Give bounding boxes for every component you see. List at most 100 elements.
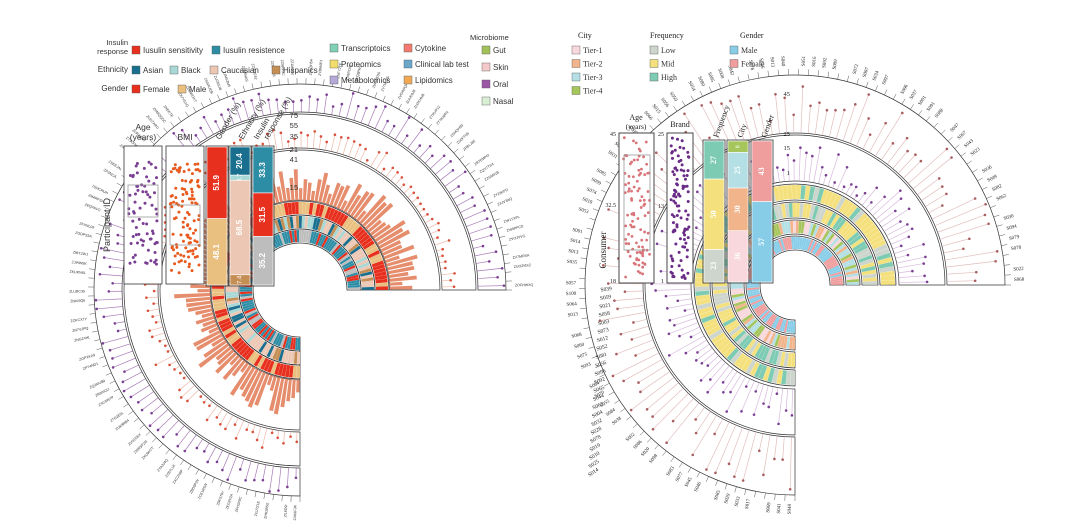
lollipop-stem [652, 387, 684, 417]
ring-cell [355, 256, 368, 265]
lollipop-point [400, 176, 404, 179]
lollipop-stem [750, 108, 759, 138]
bmi-point [188, 236, 192, 240]
lollipop-stem [894, 244, 924, 254]
chart-right-consumer-study: S048S041S069S017S033S029S085S046S045S077… [566, 55, 1025, 514]
lollipop-point [689, 335, 693, 339]
lollipop-point [199, 126, 202, 130]
brand-point [683, 177, 687, 181]
lollipop-point [108, 348, 112, 352]
age-point [149, 259, 153, 263]
ring-cell [356, 259, 369, 267]
lollipop-point [660, 168, 664, 171]
consumer-id-label: S059 [600, 294, 612, 302]
id-tick [94, 339, 101, 342]
lollipop-point [673, 323, 676, 327]
ring-cell [292, 216, 297, 229]
lollipop-stem [284, 101, 287, 113]
lollipop-point [775, 392, 779, 396]
bar-mark [389, 285, 413, 290]
ring-cell [222, 326, 235, 336]
ring-cell [699, 310, 715, 319]
lollipop-point [900, 111, 904, 115]
ring-cell [330, 209, 339, 222]
tick-label-15: 15 [784, 145, 791, 152]
ring-cell [788, 237, 793, 250]
brand-point [680, 163, 684, 167]
lollipop-stem [624, 290, 644, 293]
lollipop-point [906, 149, 909, 153]
ring-cell [241, 299, 254, 305]
ring-cell [738, 309, 751, 318]
lollipop-stem [669, 312, 695, 321]
brand-point [669, 270, 673, 274]
age-point [155, 241, 159, 245]
bmi-point [173, 254, 177, 258]
ring-cell [335, 250, 347, 260]
age-point [632, 158, 636, 162]
lollipop-stem [444, 171, 466, 187]
ring-cell [272, 205, 280, 218]
age-point [149, 237, 153, 241]
ring-cell [761, 347, 770, 362]
participant-id-label: ZJMS2M5 [222, 71, 231, 88]
bmi-point [180, 187, 184, 191]
lollipop-stem [269, 465, 274, 492]
participant-id-label: S089 [833, 59, 840, 71]
id-tick [464, 162, 470, 167]
ring-cell [347, 279, 360, 284]
ring-cell [785, 370, 791, 385]
ring-cell [796, 185, 802, 200]
ring-cell [735, 304, 748, 313]
lollipop-point [767, 405, 771, 409]
panel-title-age: Age [135, 122, 150, 132]
lollipop-point [457, 185, 460, 188]
lollipop-point [95, 307, 98, 311]
ring-cell [760, 310, 771, 320]
lollipop-point [202, 115, 206, 119]
bmi-point [180, 178, 184, 182]
lollipop-stem [707, 355, 719, 366]
id-tick [646, 437, 652, 443]
lollipop-stem [721, 103, 739, 145]
ring-cell [749, 361, 760, 377]
ring-cell [358, 265, 371, 272]
brand-point [683, 277, 687, 281]
lollipop-stem [330, 134, 336, 152]
ring-cell [771, 333, 779, 346]
legend-female-label: Female [143, 85, 170, 94]
id-tick [116, 182, 123, 187]
ring-cell [831, 194, 842, 209]
lollipop-stem [370, 152, 380, 168]
ring-cell [284, 336, 290, 349]
lollipop-point [842, 185, 846, 189]
ring-cell [741, 357, 753, 372]
lollipop-point [154, 363, 158, 367]
ring-cell [250, 352, 260, 365]
lollipop-point [709, 101, 713, 104]
ring-cell [798, 221, 802, 234]
ring-cell [342, 262, 355, 270]
bar-mark [380, 239, 402, 253]
ring-cell [798, 237, 803, 250]
id-tick [589, 218, 596, 221]
age-point [146, 248, 150, 252]
ring-cell [832, 216, 844, 230]
age-point [135, 184, 139, 188]
lollipop-point [449, 160, 452, 163]
consumer-id-label: S012 [596, 335, 609, 344]
axis-label-consumer: Consumer [598, 231, 608, 268]
lollipop-point [801, 85, 805, 88]
age-point [631, 219, 634, 223]
ring-cell [749, 321, 760, 332]
legend-frequency-low-swatch [649, 45, 659, 55]
lollipop-point [447, 239, 451, 242]
id-tick [595, 365, 602, 368]
age-point [154, 262, 158, 266]
age-point [134, 233, 138, 237]
brand-point [681, 245, 685, 249]
participant-id-label: ZQX7TS4 [479, 162, 495, 174]
age-point [630, 189, 633, 193]
participant-id-label: ZFH3X6C [235, 496, 243, 513]
